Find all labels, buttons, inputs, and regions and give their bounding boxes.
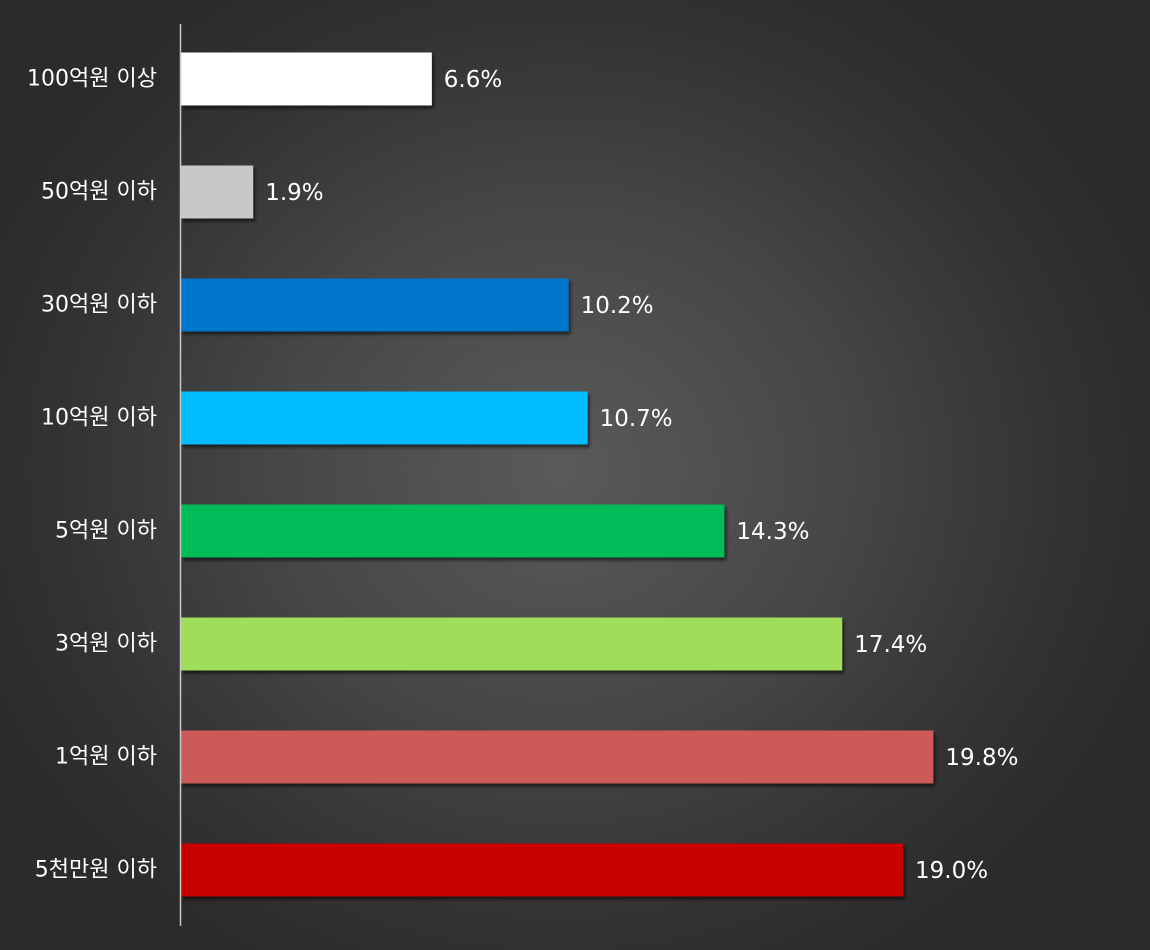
category-label-4: 5억원 이하: [55, 519, 157, 544]
category-label-7: 5천만원 이하: [35, 858, 157, 883]
bars-layer: [181, 52, 934, 897]
category-label-3: 10억원 이하: [41, 406, 157, 431]
bar-0: [181, 52, 432, 106]
value-label-7: 19.0%: [915, 858, 988, 884]
bar-4: [181, 504, 725, 558]
category-label-2: 30억원 이하: [41, 293, 157, 318]
bar-5: [181, 617, 843, 671]
value-label-6: 19.8%: [945, 745, 1018, 771]
bar-1: [181, 165, 254, 219]
category-label-6: 1억원 이하: [55, 745, 157, 770]
category-label-5: 3억원 이하: [55, 632, 157, 657]
category-label-0: 100억원 이상: [27, 67, 157, 92]
labels-layer: 100억원 이상 6.6% 50억원 이하 1.9% 30억원 이하 10.2% 10억원 …: [27, 67, 1018, 885]
value-label-4: 14.3%: [736, 519, 809, 545]
value-label-5: 17.4%: [854, 632, 927, 658]
bar-2: [181, 278, 569, 332]
bar-3: [181, 391, 588, 445]
value-label-1: 1.9%: [265, 180, 323, 206]
value-label-2: 10.2%: [581, 293, 654, 319]
value-label-0: 6.6%: [444, 67, 502, 93]
bar-7: [181, 843, 903, 897]
bar-6: [181, 730, 934, 784]
value-label-3: 10.7%: [600, 406, 673, 432]
category-label-1: 50억원 이하: [41, 180, 157, 205]
